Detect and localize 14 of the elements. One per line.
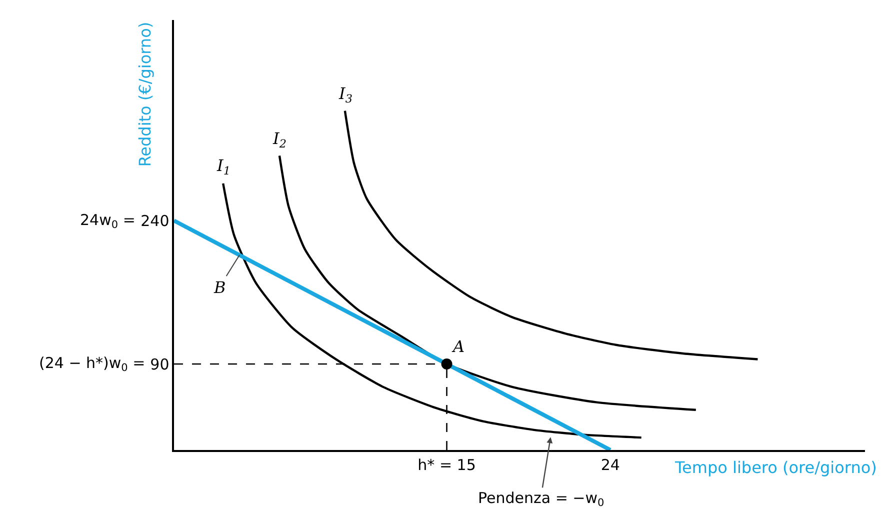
- x-tick-label: 24: [600, 456, 620, 474]
- annotation: A: [451, 337, 465, 356]
- text: Pendenza = −w$_{0}$: [478, 489, 604, 510]
- y-tick-label: 90: [150, 355, 170, 374]
- x-tick-label: h* = 15: [418, 456, 476, 474]
- y-axis-title: Reddito (€/giorno): [136, 22, 155, 167]
- x-axis-title: Tempo libero (ore/giorno): [674, 458, 877, 477]
- series-label: B: [213, 278, 226, 297]
- series-label: I$_{3}$: [338, 84, 352, 106]
- y-tick-label: 240: [140, 212, 170, 230]
- series-label: I$_{1}$: [216, 156, 230, 178]
- text: (24 − h*)w$_{0}$ =: [39, 354, 146, 374]
- series-label: I$_{2}$: [272, 129, 286, 150]
- text: 24w$_{0}$ =: [80, 211, 136, 232]
